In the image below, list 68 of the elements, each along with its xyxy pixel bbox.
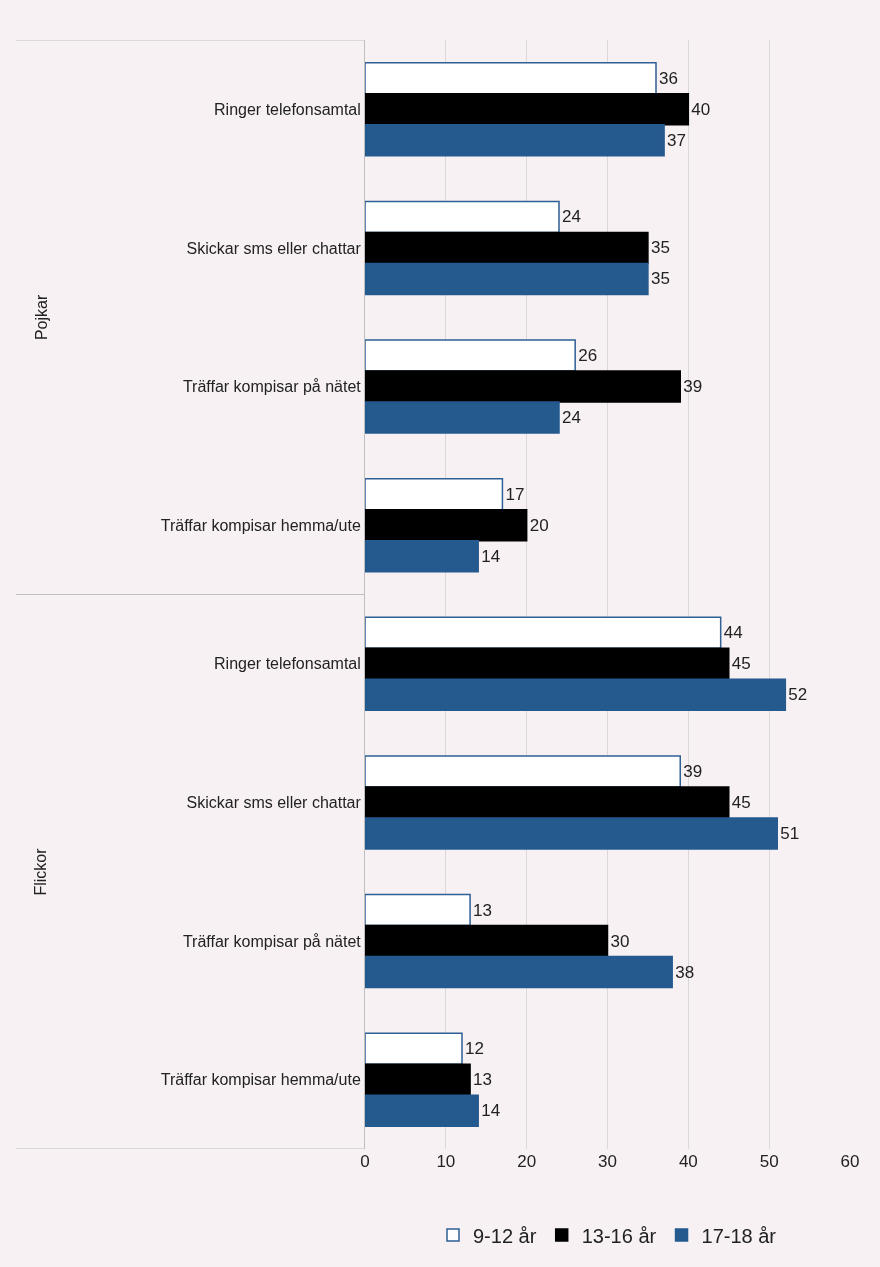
y-tick-label: Ringer telefonsamtal — [214, 655, 361, 673]
x-tick-label: 50 — [759, 1152, 779, 1171]
y-tick-label: Skickar sms eller chattar — [186, 794, 362, 812]
data-label: 30 — [610, 931, 630, 951]
bar — [365, 786, 730, 819]
data-label: 14 — [481, 546, 501, 566]
x-tick-label: 40 — [678, 1152, 698, 1171]
bar — [365, 200, 560, 234]
bar — [365, 401, 560, 434]
x-tick-label: 30 — [598, 1152, 617, 1171]
bar — [365, 539, 479, 573]
y-tick-label: Träffar kompisar hemma/ute — [160, 516, 361, 534]
data-label: 40 — [691, 99, 711, 119]
data-label: 38 — [675, 962, 695, 982]
legend-label: 17-18 år — [701, 1224, 777, 1247]
bar — [365, 124, 665, 157]
bar — [365, 1063, 471, 1096]
bar — [365, 817, 778, 850]
text: Pojkar — [32, 294, 50, 341]
data-label: 13 — [473, 900, 492, 920]
data-label: 39 — [683, 761, 703, 781]
x-tick-label: 0 — [360, 1152, 370, 1171]
bar — [365, 955, 673, 989]
x-tick-label: 10 — [436, 1152, 456, 1171]
bar — [365, 231, 649, 265]
y-tick-label: Ringer telefonsamtal — [214, 100, 361, 118]
bar — [365, 478, 504, 511]
data-label: 20 — [529, 515, 549, 535]
data-label: 24 — [562, 408, 581, 428]
data-label: 24 — [562, 207, 581, 227]
y-tick-label: Träffar kompisar på nätet — [182, 932, 362, 950]
data-label: 26 — [578, 346, 598, 366]
text: Flickor — [32, 847, 50, 896]
bar — [365, 924, 609, 958]
data-label: 45 — [731, 792, 751, 812]
bar — [365, 93, 690, 126]
legend-label: 9-12 år — [473, 1224, 537, 1247]
y-tick-label: Skickar sms eller chattar — [186, 239, 362, 257]
bar — [365, 370, 681, 403]
bar — [365, 647, 730, 681]
x-tick-label: 60 — [840, 1152, 860, 1171]
data-label: 45 — [731, 654, 751, 674]
data-label: 17 — [505, 484, 525, 504]
data-label: 52 — [788, 685, 808, 705]
data-label: 37 — [667, 130, 686, 150]
bar — [365, 678, 787, 711]
data-label: 51 — [780, 823, 800, 843]
bar — [365, 616, 722, 650]
x-tick-label: 20 — [517, 1152, 537, 1171]
bar — [365, 893, 471, 927]
data-label: 13 — [473, 1070, 492, 1090]
bar — [365, 262, 649, 296]
data-label: 39 — [683, 377, 703, 397]
data-label: 35 — [650, 269, 670, 289]
bar — [365, 508, 528, 542]
bar — [365, 1094, 479, 1127]
data-label: 14 — [481, 1101, 501, 1121]
bar — [365, 339, 576, 372]
data-label: 12 — [465, 1039, 484, 1059]
y-tick-label: Träffar kompisar hemma/ute — [160, 1071, 361, 1089]
y-tick-label: Träffar kompisar på nätet — [182, 378, 362, 396]
bar — [365, 62, 657, 95]
legend-label: 13-16 år — [581, 1224, 657, 1247]
data-label: 35 — [650, 238, 670, 258]
data-label: 36 — [659, 68, 678, 88]
data-label: 44 — [723, 623, 743, 643]
bar — [365, 1032, 463, 1065]
bar — [365, 755, 681, 788]
